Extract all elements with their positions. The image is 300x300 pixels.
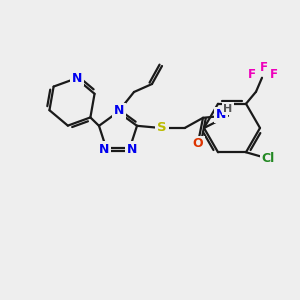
Text: F: F	[248, 68, 256, 81]
Text: O: O	[193, 137, 203, 150]
Text: F: F	[260, 61, 268, 74]
Text: N: N	[114, 104, 124, 118]
Text: N: N	[127, 143, 137, 156]
Text: N: N	[72, 72, 83, 85]
Text: H: H	[224, 104, 232, 114]
Text: N: N	[99, 143, 110, 156]
Text: F: F	[270, 68, 278, 81]
Text: Cl: Cl	[261, 152, 274, 165]
Text: S: S	[157, 121, 167, 134]
Text: N: N	[216, 108, 226, 121]
